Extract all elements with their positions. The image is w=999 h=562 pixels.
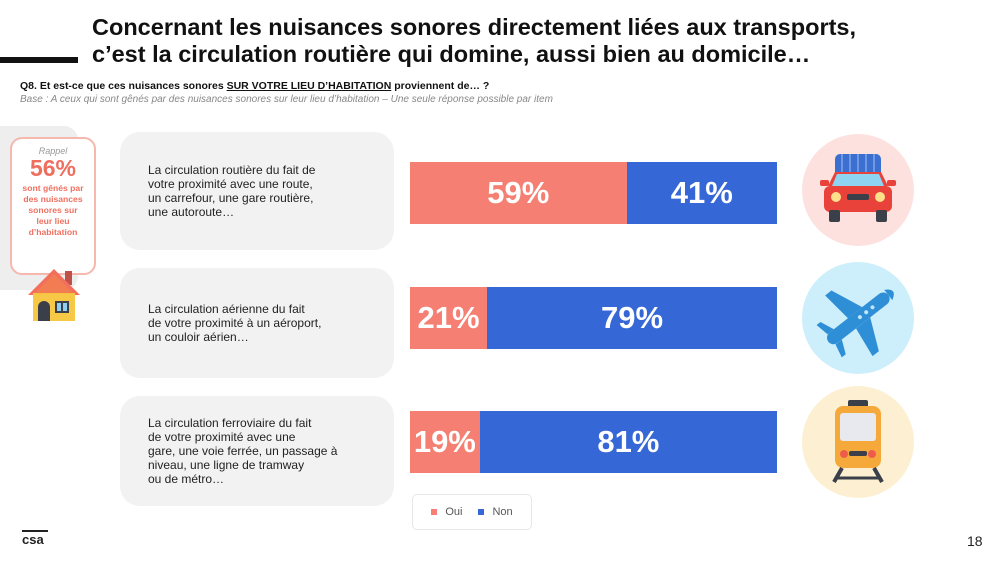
title-line-1: Concernant les nuisances sonores directe… — [92, 14, 857, 40]
title-accent-bar — [0, 57, 78, 63]
question-prefix: Q8. Et est-ce que ces nuisances sonores — [20, 80, 227, 92]
car-icon — [802, 134, 914, 246]
airplane-icon — [802, 262, 914, 374]
bar-label-oui: 21% — [417, 300, 480, 335]
bar-label-non: 81% — [597, 424, 660, 459]
item-rail: La circulation ferroviaire du fait de vo… — [120, 396, 394, 506]
chart-legend: Oui Non — [412, 494, 532, 530]
bar-segment-oui: 21% — [410, 287, 488, 349]
bar-segment-non: 79% — [487, 287, 777, 349]
question-text: Q8. Et est-ce que ces nuisances sonores … — [20, 80, 489, 92]
question-suffix: proviennent de… ? — [391, 80, 490, 92]
item-air-label: La circulation aérienne du fait de votre… — [148, 302, 322, 344]
item-road: La circulation routière du fait de votre… — [120, 132, 394, 250]
page-title: Concernant les nuisances sonores directe… — [92, 14, 972, 68]
legend-swatch-oui — [431, 509, 438, 515]
bar-row-road: 59% 41% — [410, 162, 777, 224]
legend-label-non: Non — [492, 506, 513, 518]
legend-swatch-non — [478, 509, 485, 515]
rappel-percent: 56% — [29, 155, 77, 181]
item-road-label: La circulation routière du fait de votre… — [148, 163, 316, 219]
bar-segment-oui: 59% — [410, 162, 627, 224]
question-highlight: SUR VOTRE LIEU D’HABITATION — [226, 80, 392, 92]
item-air: La circulation aérienne du fait de votre… — [120, 268, 394, 378]
base-note: Base : A ceux qui sont gênés par des nui… — [20, 94, 553, 105]
bar-segment-non: 81% — [479, 411, 777, 473]
bar-segment-oui: 19% — [410, 411, 480, 473]
bar-label-non: 41% — [670, 175, 733, 210]
house-icon — [25, 265, 83, 328]
bar-label-non: 79% — [601, 300, 664, 335]
rappel-label: Rappel — [38, 146, 68, 156]
item-rail-label: La circulation ferroviaire du fait de vo… — [148, 416, 338, 486]
legend-label-oui: Oui — [445, 506, 463, 518]
legend-item-non: Non — [478, 506, 513, 518]
page-number: 18 — [967, 533, 983, 549]
rappel-card: Rappel 56% sont gênés par des nuisances … — [10, 137, 96, 275]
bar-segment-non: 41% — [626, 162, 777, 224]
legend-item-oui: Oui — [431, 506, 462, 518]
bar-label-oui: 19% — [413, 424, 476, 459]
bar-row-rail: 19% 81% — [410, 411, 777, 473]
bar-row-air: 21% 79% — [410, 287, 777, 349]
bar-label-oui: 59% — [487, 175, 550, 210]
train-icon — [802, 386, 914, 498]
csa-logo: csa — [21, 528, 51, 555]
rappel-text: sont gênés par des nuisances sonores sur… — [22, 183, 84, 237]
csa-logo-text: csa — [22, 532, 44, 547]
title-line-2: c’est la circulation routière qui domine… — [92, 41, 811, 67]
